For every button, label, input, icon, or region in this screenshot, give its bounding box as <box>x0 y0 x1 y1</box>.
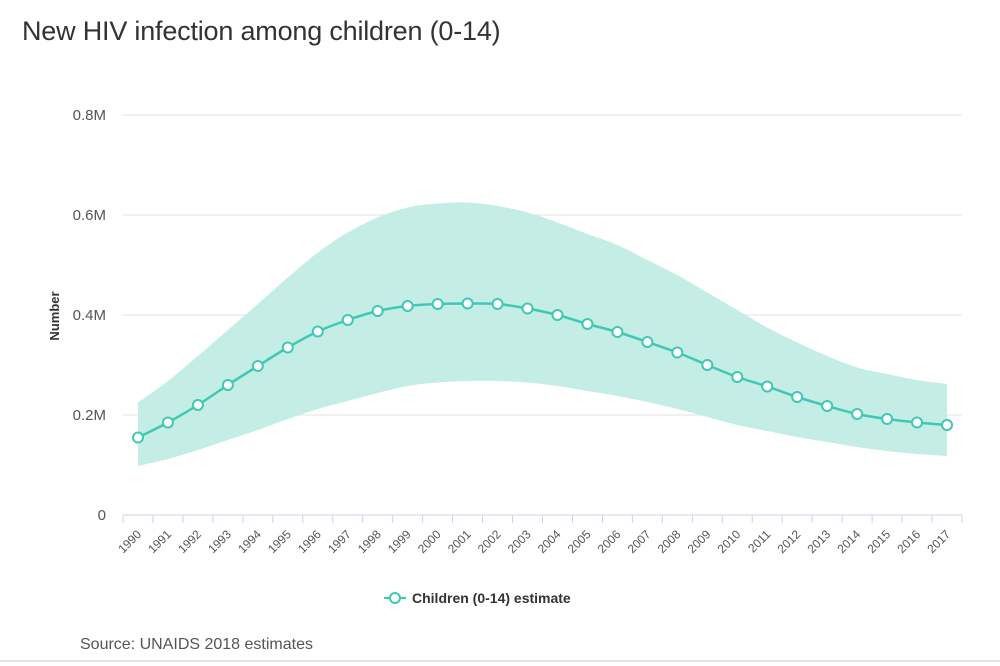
data-point-2000[interactable] <box>431 298 444 310</box>
estimate-line <box>137 302 948 439</box>
data-point-1995[interactable] <box>281 341 294 354</box>
data-point-2010[interactable] <box>731 371 744 383</box>
data-point-1996[interactable] <box>311 325 324 338</box>
data-point-2015[interactable] <box>881 413 894 425</box>
x-tick-label: 1993 <box>205 527 234 556</box>
legend[interactable]: Children (0-14) estimate <box>384 590 571 606</box>
data-point-2002[interactable] <box>491 298 504 310</box>
data-point-2008[interactable] <box>671 346 684 359</box>
data-point-1992[interactable] <box>191 399 204 411</box>
y-tick-label: 0.4M <box>73 307 106 324</box>
y-tick-label: 0 <box>98 507 106 524</box>
x-tick-label: 1999 <box>385 527 414 556</box>
x-tick-label: 1998 <box>355 527 384 556</box>
x-tick-label: 1996 <box>295 527 324 556</box>
data-point-2004[interactable] <box>551 309 564 321</box>
data-point-2013[interactable] <box>821 400 834 412</box>
data-point-2005[interactable] <box>581 318 594 330</box>
data-point-1990[interactable] <box>131 431 144 444</box>
data-point-2014[interactable] <box>851 408 864 420</box>
x-tick-label: 2007 <box>625 527 654 556</box>
x-tick-label: 2005 <box>565 527 594 556</box>
x-tick-label: 2003 <box>505 527 534 556</box>
y-tick-label: 0.2M <box>73 407 106 424</box>
chart-title: New HIV infection among children (0-14) <box>22 16 501 46</box>
legend-marker-icon <box>389 592 401 604</box>
data-point-1994[interactable] <box>251 360 264 372</box>
x-tick-label: 1994 <box>235 527 264 556</box>
data-point-1998[interactable] <box>371 305 384 317</box>
x-tick-label: 2012 <box>775 527 804 556</box>
source-note: Source: UNAIDS 2018 estimates <box>80 636 313 653</box>
x-tick-label: 2001 <box>445 527 474 556</box>
y-axis-title: Number <box>47 291 62 340</box>
data-point-2003[interactable] <box>521 302 534 315</box>
data-point-1993[interactable] <box>221 379 234 391</box>
confidence-band <box>137 202 948 466</box>
y-tick-label: 0.6M <box>73 207 106 224</box>
x-tick-label: 2004 <box>535 527 564 556</box>
series-line <box>137 302 948 439</box>
x-tick-label: 2002 <box>475 527 504 556</box>
uncertainty-band <box>137 202 948 466</box>
x-tick-label: 1991 <box>145 527 174 556</box>
data-point-1997[interactable] <box>341 314 354 326</box>
x-tick-label: 2009 <box>685 527 714 556</box>
x-tick-label: 1992 <box>175 527 204 556</box>
data-point-2016[interactable] <box>911 416 924 429</box>
x-tick-label: 2013 <box>805 527 834 556</box>
x-tick-label: 2010 <box>715 527 744 556</box>
x-tick-label: 1995 <box>265 527 294 556</box>
data-point-2011[interactable] <box>761 380 774 393</box>
data-point-2006[interactable] <box>611 326 624 338</box>
x-tick-label: 2000 <box>415 527 444 556</box>
x-tick-label: 2006 <box>595 527 624 556</box>
data-point-2001[interactable] <box>461 297 474 310</box>
x-tick-label: 2017 <box>924 527 953 556</box>
legend-label[interactable]: Children (0-14) estimate <box>412 590 571 606</box>
data-point-2009[interactable] <box>701 359 714 371</box>
x-tick-label: 1997 <box>325 527 354 556</box>
x-tick-label: 2014 <box>834 527 863 556</box>
x-tick-label: 2011 <box>745 527 773 555</box>
x-tick-label: 2015 <box>864 527 893 556</box>
data-point-2007[interactable] <box>641 336 654 348</box>
data-point-1991[interactable] <box>161 416 174 429</box>
data-points[interactable] <box>131 297 954 444</box>
x-tick-label: 1990 <box>115 527 144 556</box>
data-point-2017[interactable] <box>941 419 954 431</box>
x-tick-label: 2016 <box>894 527 923 556</box>
data-point-1999[interactable] <box>401 300 414 312</box>
bottom-divider <box>0 660 1000 662</box>
x-tick-label: 2008 <box>655 527 684 556</box>
data-point-2012[interactable] <box>791 391 804 403</box>
y-tick-label: 0.8M <box>73 107 106 124</box>
